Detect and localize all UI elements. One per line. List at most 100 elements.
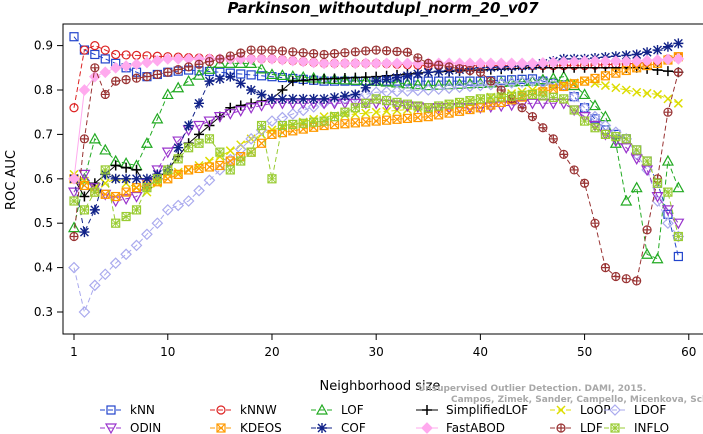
point-fastabod — [141, 56, 153, 69]
point-ldf — [548, 134, 558, 144]
point-kdeos — [371, 116, 381, 126]
point-knn — [100, 54, 110, 64]
legend-marker — [609, 404, 621, 416]
point-ldf — [236, 48, 246, 58]
point-ldof — [662, 217, 674, 230]
point-lof — [641, 248, 654, 259]
point-knn — [569, 92, 579, 102]
point-lof — [182, 74, 195, 86]
point-ldf — [319, 49, 329, 60]
x-tick-label: 1 — [70, 345, 78, 359]
point-fastabod — [339, 57, 351, 70]
point-odin — [672, 218, 685, 230]
point-fastabod — [516, 57, 528, 70]
point-kdeos — [100, 189, 110, 199]
point-ldof — [391, 85, 403, 98]
point-cof — [173, 142, 184, 153]
point-cof — [246, 85, 257, 95]
point-fastabod — [599, 55, 612, 67]
point-fastabod — [568, 55, 581, 68]
point-inflo — [538, 91, 548, 101]
point-ldf — [423, 58, 433, 68]
point-ldf — [215, 54, 225, 64]
point-lof — [161, 88, 174, 100]
point-ldof — [161, 204, 174, 216]
point-ldof — [651, 195, 664, 207]
point-cof — [308, 93, 319, 104]
point-inflo — [121, 211, 131, 222]
legend-item-cof: COF — [311, 421, 366, 434]
x-tick-label: 40 — [473, 345, 488, 359]
point-inflo — [184, 143, 194, 153]
point-ldf — [340, 48, 350, 58]
legend-item-inflo: INFLO — [604, 421, 669, 434]
point-inflo — [142, 183, 152, 193]
point-ldf — [382, 46, 392, 56]
point-fastabod — [120, 60, 132, 72]
point-ldof — [453, 81, 466, 94]
point-fastabod — [307, 56, 320, 69]
point-kdeos — [548, 84, 558, 94]
point-odin — [620, 143, 633, 154]
legend-marker — [421, 422, 433, 434]
point-inflo — [454, 97, 465, 108]
point-ldof — [339, 93, 351, 105]
point-fastabod — [78, 84, 91, 96]
point-ldof — [78, 306, 91, 318]
point-odin — [161, 147, 174, 159]
point-fastabod — [370, 57, 383, 70]
point-ldf — [204, 56, 215, 67]
point-simplifiedlof — [652, 65, 663, 76]
point-simplifiedlof — [662, 66, 673, 77]
y-axis: 0.3 0.4 0.5 0.6 0.7 0.8 0.9 — [34, 39, 64, 319]
point-inflo — [361, 98, 371, 108]
point-lof — [588, 99, 602, 111]
point-fastabod — [172, 53, 185, 65]
point-ldf — [350, 47, 360, 57]
point-kdeos — [423, 112, 433, 122]
point-fastabod — [130, 58, 143, 71]
point-ldf — [298, 48, 308, 58]
point-lof — [245, 57, 258, 68]
point-fastabod — [578, 55, 591, 67]
point-inflo — [579, 116, 590, 126]
point-cof — [371, 76, 382, 87]
point-kdeos — [256, 138, 267, 148]
point-inflo — [569, 105, 579, 115]
legend-label: LDF — [580, 421, 603, 434]
point-odin — [120, 194, 133, 206]
point-inflo — [652, 178, 663, 188]
point-inflo — [673, 231, 683, 242]
point-ldf — [642, 225, 652, 235]
point-loop — [225, 146, 235, 156]
point-cof — [204, 76, 215, 87]
point-fastabod — [484, 57, 497, 70]
point-loop — [621, 85, 631, 95]
point-ldof — [474, 79, 487, 92]
point-ldof — [182, 195, 195, 207]
point-kdeos — [121, 187, 131, 197]
point-inflo — [163, 165, 173, 175]
point-ldf — [486, 76, 496, 86]
point-ldof — [141, 228, 153, 241]
point-ldof — [672, 230, 685, 243]
point-loop — [642, 88, 652, 98]
point-ldf — [579, 178, 590, 188]
point-kdeos — [579, 76, 590, 86]
point-loop — [652, 89, 663, 99]
point-inflo — [298, 118, 308, 128]
point-ldof — [432, 83, 445, 95]
point-simplifiedlof — [277, 85, 288, 95]
point-ldof — [568, 90, 581, 103]
point-inflo — [90, 187, 100, 197]
point-cof — [360, 82, 371, 93]
point-simplifiedlof — [339, 73, 350, 84]
point-inflo — [236, 156, 246, 166]
point-ldf — [288, 47, 298, 57]
point-lof — [193, 68, 206, 80]
point-lof — [620, 194, 633, 206]
point-loop — [173, 167, 183, 177]
legend-label: KDEOS — [240, 421, 282, 434]
point-lof — [661, 154, 674, 166]
point-ldf — [444, 62, 454, 72]
